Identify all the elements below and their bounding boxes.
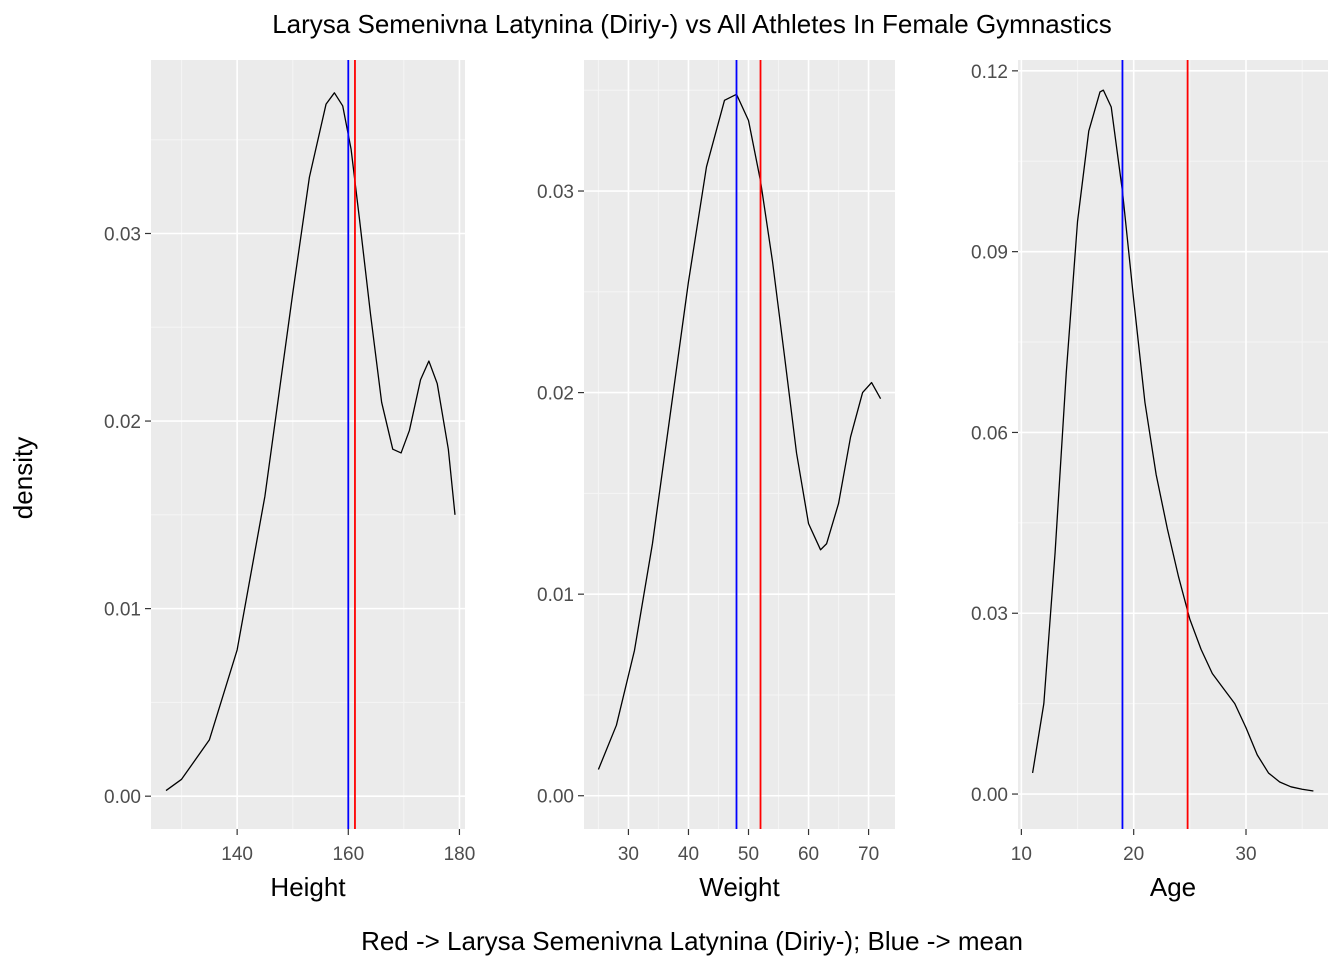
age-x-tick-label: 10 — [1011, 844, 1032, 865]
weight-y-tick-label: 0.02 — [537, 384, 574, 405]
age-y-tick-label: 0.09 — [971, 243, 1008, 264]
age-x-tick-label: 30 — [1235, 844, 1256, 865]
height-x-tick-label: 180 — [444, 844, 476, 865]
weight-x-tick-label: 50 — [738, 844, 759, 865]
weight-x-tick-label: 40 — [678, 844, 699, 865]
weight-y-tick-label: 0.01 — [537, 585, 574, 606]
height-y-tick-label: 0.00 — [104, 787, 141, 808]
age-x-tick-label: 20 — [1123, 844, 1144, 865]
height-x-tick-label: 140 — [221, 844, 253, 865]
age-panel: 10 20 30 0.00 0.03 0.06 0.09 0.12 Age — [971, 60, 1328, 902]
age-y-tick-label: 0.06 — [971, 423, 1008, 444]
height-panel-background — [151, 60, 465, 829]
height-x-tick-label: 160 — [332, 844, 364, 865]
weight-x-tick-label: 30 — [618, 844, 639, 865]
weight-panel: 30 40 50 60 70 0.00 0.01 0.02 0.03 Weight — [537, 60, 895, 902]
figure-caption: Red -> Larysa Semenivna Latynina (Diriy-… — [361, 926, 1023, 956]
weight-y-tick-label: 0.00 — [537, 787, 574, 808]
weight-x-tick-label: 70 — [858, 844, 879, 865]
height-x-axis-title: Height — [270, 872, 346, 902]
age-y-tick-label: 0.00 — [971, 785, 1008, 806]
y-axis-title: density — [8, 437, 38, 519]
weight-density-line — [597, 93, 882, 770]
height-y-tick-label: 0.02 — [104, 412, 141, 433]
age-y-tick-label: 0.12 — [971, 62, 1008, 83]
height-y-tick-label: 0.03 — [104, 224, 141, 245]
panels: 140 160 180 0.00 0.01 0.02 0.03 Height 30 40 50 60 7… — [104, 60, 1328, 902]
height-y-tick-label: 0.01 — [104, 600, 141, 621]
age-density-line — [1031, 89, 1314, 792]
weight-x-tick-label: 60 — [798, 844, 819, 865]
age-y-tick-label: 0.03 — [971, 604, 1008, 625]
weight-x-axis-title: Weight — [699, 872, 780, 902]
height-panel: 140 160 180 0.00 0.01 0.02 0.03 Height — [104, 60, 475, 902]
age-x-axis-title: Age — [1150, 872, 1196, 902]
weight-panel-background — [584, 60, 895, 829]
age-panel-background — [1018, 60, 1328, 829]
figure-title: Larysa Semenivna Latynina (Diriy-) vs Al… — [272, 9, 1112, 39]
weight-y-tick-label: 0.03 — [537, 182, 574, 203]
